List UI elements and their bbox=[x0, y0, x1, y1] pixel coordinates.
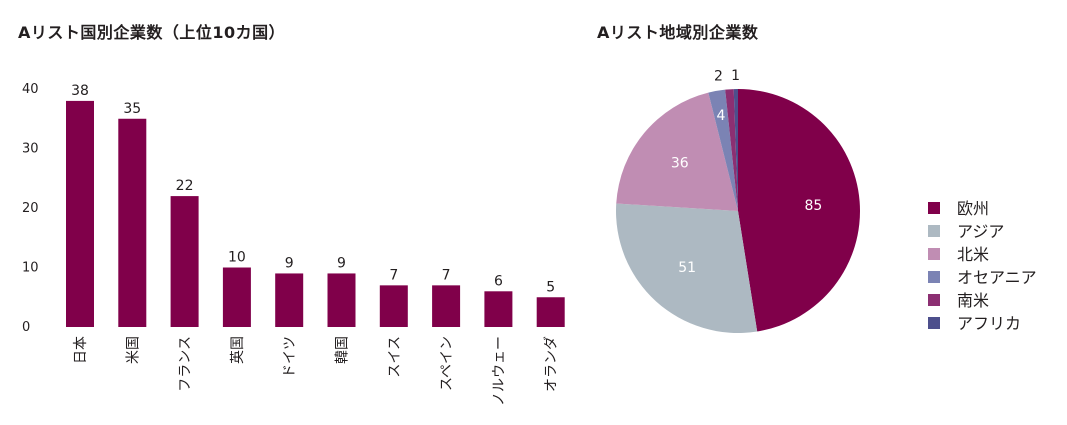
bar bbox=[170, 196, 199, 327]
pie-slice-label: 2 bbox=[714, 68, 723, 84]
legend-label: オセアニア bbox=[957, 268, 1037, 287]
bar bbox=[484, 291, 513, 327]
legend-swatch bbox=[928, 225, 940, 237]
pie-slices bbox=[616, 89, 860, 333]
bar-chart-title: Aリスト国別企業数（上位10カ国） bbox=[18, 23, 286, 42]
legend-label: アフリカ bbox=[957, 314, 1021, 333]
bar bbox=[432, 285, 461, 327]
pie-slice bbox=[725, 89, 738, 211]
bar bbox=[275, 273, 304, 327]
bar bbox=[327, 273, 356, 327]
bar-value-label: 9 bbox=[337, 255, 346, 271]
y-tick-label: 10 bbox=[22, 261, 39, 276]
bar-y-axis: 0 10 20 30 40 bbox=[22, 82, 39, 335]
bar-value-label: 7 bbox=[442, 267, 451, 283]
x-category-label: オランダ bbox=[544, 336, 560, 392]
y-tick-label: 40 bbox=[22, 82, 39, 97]
x-category-label: スペイン bbox=[439, 336, 455, 391]
x-category-label: 英国 bbox=[229, 336, 246, 364]
bar-value-label: 35 bbox=[123, 101, 141, 117]
bar bbox=[536, 297, 565, 327]
y-tick-label: 20 bbox=[22, 201, 39, 216]
bar-value-label: 38 bbox=[71, 83, 89, 99]
pie-slice bbox=[616, 92, 738, 211]
bar-x-axis: 日本 米国 フランス 英国 ドイツ 韓国 スイス スペイン ノルウェー オランダ bbox=[73, 336, 560, 406]
pie-slice-label: 36 bbox=[671, 156, 689, 172]
legend-swatch bbox=[928, 271, 940, 283]
legend-label: 南米 bbox=[957, 291, 989, 310]
x-category-label: スイス bbox=[387, 336, 403, 378]
legend-label: 北米 bbox=[957, 245, 989, 264]
x-category-label: フランス bbox=[178, 336, 194, 392]
pie-data-labels: 85 51 36 4 2 1 bbox=[671, 68, 822, 276]
bar bbox=[222, 267, 251, 327]
legend-label: 欧州 bbox=[957, 199, 989, 218]
bar-value-label: 6 bbox=[494, 273, 503, 289]
bar-value-label: 5 bbox=[546, 279, 555, 295]
bar bbox=[379, 285, 408, 327]
x-category-label: ノルウェー bbox=[491, 336, 507, 406]
bar-value-label: 9 bbox=[285, 255, 294, 271]
legend-swatch bbox=[928, 202, 940, 214]
bar bbox=[66, 100, 94, 328]
legend-swatch bbox=[928, 317, 940, 329]
x-category-label: 韓国 bbox=[335, 336, 351, 364]
pie-slice bbox=[708, 89, 738, 211]
legend-label: アジア bbox=[957, 222, 1004, 241]
bar-data-labels: 38 35 22 10 9 9 7 7 6 5 bbox=[71, 83, 555, 295]
legend-swatch bbox=[928, 294, 940, 306]
bar-value-label: 10 bbox=[228, 250, 246, 266]
pie-slice-label: 85 bbox=[804, 198, 822, 214]
y-tick-label: 0 bbox=[22, 320, 30, 335]
bar-value-label: 22 bbox=[176, 178, 194, 194]
pie-slice-label: 4 bbox=[716, 108, 725, 124]
bar-series bbox=[66, 100, 565, 328]
x-category-label: 米国 bbox=[125, 336, 141, 364]
y-tick-label: 30 bbox=[22, 142, 39, 157]
bar-value-label: 7 bbox=[389, 267, 398, 283]
legend-swatch bbox=[928, 248, 940, 260]
bar bbox=[118, 118, 147, 327]
pie-slice bbox=[616, 203, 758, 333]
pie-slice-label: 51 bbox=[678, 260, 696, 276]
x-category-label: 日本 bbox=[73, 336, 89, 364]
pie-chart-title: Aリスト地域別企業数 bbox=[597, 23, 759, 42]
x-category-label: ドイツ bbox=[282, 336, 298, 378]
pie-slice-label: 1 bbox=[731, 68, 740, 84]
pie-slice bbox=[733, 89, 738, 211]
pie-slice bbox=[738, 89, 860, 332]
